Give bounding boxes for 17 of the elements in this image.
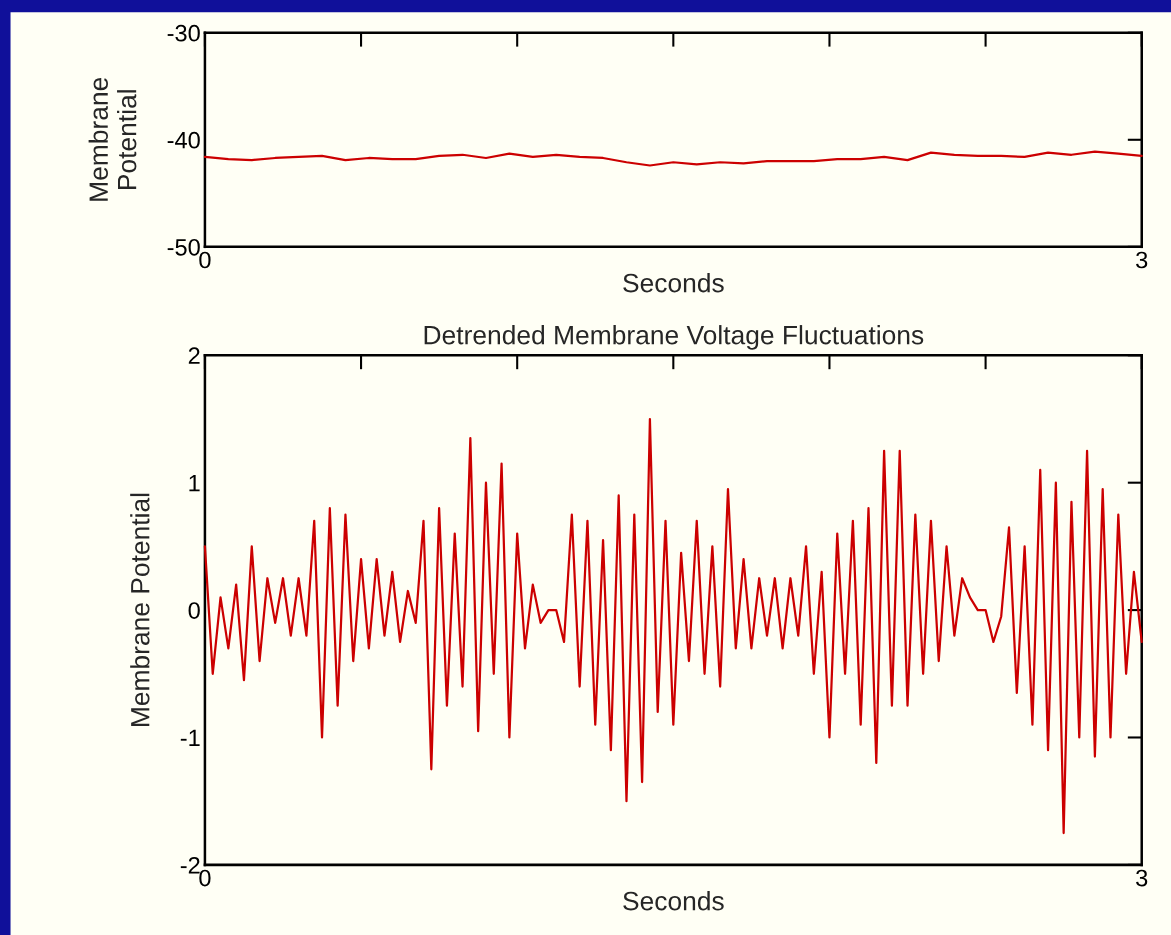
- x-tick-label: 3: [1136, 251, 1148, 269]
- y-axis-title: Membrane Potential: [130, 493, 150, 726]
- y-tick-label: 0: [188, 602, 200, 619]
- y-tick-label: -30: [167, 24, 200, 42]
- y-tick-label: 2: [188, 347, 200, 364]
- y-axis-title: Membrane Potential: [88, 77, 137, 201]
- y-tick-label: -1: [180, 729, 200, 747]
- y-tick-label: -50: [167, 238, 200, 256]
- line-series: [203, 150, 1143, 167]
- x-tick-label: 3: [1136, 869, 1148, 887]
- chart-title: Detrended Membrane Voltage Fluctuations: [424, 325, 924, 350]
- x-axis-title: Seconds: [623, 273, 724, 293]
- y-tick-label: -2: [180, 856, 200, 874]
- y-tick-label: -40: [167, 131, 200, 149]
- line-series: [203, 417, 1143, 835]
- x-axis-title: Seconds: [623, 891, 724, 911]
- y-tick-label: 1: [189, 475, 200, 492]
